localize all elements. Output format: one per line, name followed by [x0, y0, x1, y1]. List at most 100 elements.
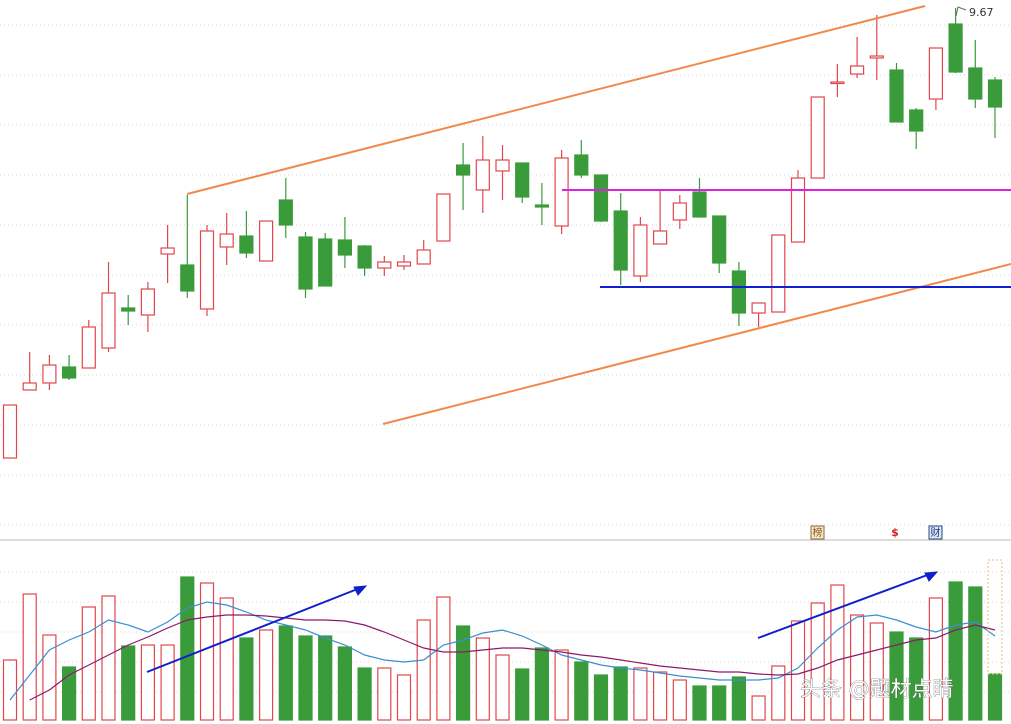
high-label: 9.67	[969, 6, 994, 19]
candle-body	[633, 224, 648, 277]
candle-body	[180, 264, 195, 292]
candle-body	[593, 174, 609, 222]
volume-bar	[239, 637, 254, 721]
candle-body	[909, 109, 924, 132]
candle-body	[948, 23, 963, 73]
volume-bar	[889, 631, 904, 721]
candle-body	[515, 162, 530, 198]
icon: $	[891, 526, 899, 539]
candle-body	[672, 202, 687, 221]
candle-body	[534, 204, 550, 208]
grid	[0, 24, 1011, 693]
icon: 榜	[810, 525, 825, 540]
icon: 财	[928, 525, 943, 540]
candle-body	[869, 55, 884, 59]
candle-body	[436, 193, 451, 242]
candle-body	[239, 235, 254, 254]
marks	[2, 8, 1003, 721]
candle-body	[298, 236, 313, 290]
volume-bar	[613, 666, 628, 721]
candle-body	[456, 164, 471, 176]
volume-bar	[593, 674, 609, 721]
candle-body	[554, 157, 569, 227]
volume-bar	[121, 645, 136, 721]
volume-bar	[731, 676, 747, 721]
candle-body	[613, 210, 628, 271]
volume-bar	[712, 685, 727, 721]
candle-body	[416, 249, 431, 265]
candle-body	[475, 159, 490, 191]
volume-bar	[81, 606, 96, 721]
candle-body	[574, 154, 589, 176]
candle-body	[337, 239, 352, 256]
candle-body	[81, 326, 96, 369]
volume-bar	[377, 667, 392, 721]
volume-ma-line	[9, 601, 996, 701]
candle-body	[771, 234, 786, 313]
candle-body	[830, 81, 845, 85]
volume-ma-line	[29, 614, 996, 701]
volume-bar	[475, 637, 490, 721]
volume-bar	[61, 666, 77, 721]
volume-bar	[160, 644, 175, 721]
volume-bar	[633, 667, 648, 721]
candle-body	[101, 292, 116, 349]
volume-bar	[948, 581, 963, 721]
high-pointer	[955, 6, 967, 17]
volume-bar	[692, 685, 707, 721]
volume-bar	[751, 695, 766, 721]
candle-body	[396, 261, 412, 267]
candle-body	[160, 247, 175, 255]
volume-bar	[849, 614, 865, 721]
volume-bar	[318, 635, 333, 721]
volume-bar	[2, 659, 18, 721]
candle-body	[219, 233, 234, 248]
projected-volume	[987, 559, 1003, 675]
volume-bar	[219, 597, 234, 721]
volume-bar	[416, 619, 431, 721]
volume-bar	[968, 586, 983, 721]
volume-bar	[534, 647, 550, 721]
candle-body	[121, 307, 136, 312]
candle-body	[889, 69, 904, 123]
icon-text: 榜	[813, 526, 823, 539]
volume-bar	[180, 576, 195, 721]
volume-bar	[909, 637, 924, 721]
volume-bar	[456, 625, 471, 721]
icon-text: 财	[931, 526, 941, 539]
candle-body	[731, 270, 747, 314]
candle-body	[199, 230, 215, 310]
volume-bar	[495, 654, 510, 721]
volume-bar	[101, 595, 116, 721]
volume-bar	[298, 635, 313, 721]
volume-bar	[869, 622, 884, 721]
candle-body	[318, 238, 333, 287]
volume-bar	[928, 597, 944, 721]
candle-body	[790, 177, 806, 243]
candle-body	[928, 47, 944, 100]
volume-bar	[140, 644, 155, 721]
volume-bar	[771, 665, 786, 721]
volume-bar	[830, 584, 845, 721]
volume-bar	[987, 673, 1003, 721]
volume-bar	[672, 679, 687, 721]
volume-bar	[337, 646, 352, 721]
volume-bar	[42, 634, 57, 721]
volume-bar	[436, 596, 451, 721]
volume-bar	[357, 667, 372, 721]
volume-bar	[515, 668, 530, 721]
candle-body	[22, 382, 37, 391]
candle-body	[377, 261, 392, 269]
candle-body	[810, 96, 825, 179]
candle-body	[692, 191, 707, 218]
candle-body	[968, 67, 983, 100]
volume-bar	[790, 620, 806, 721]
candle-body	[278, 199, 293, 226]
volume-bar	[810, 602, 825, 721]
candle-body	[712, 215, 727, 264]
candle-body	[849, 65, 865, 75]
volume-bar	[22, 593, 37, 721]
candle-body	[140, 288, 155, 316]
volume-bar	[652, 671, 668, 721]
